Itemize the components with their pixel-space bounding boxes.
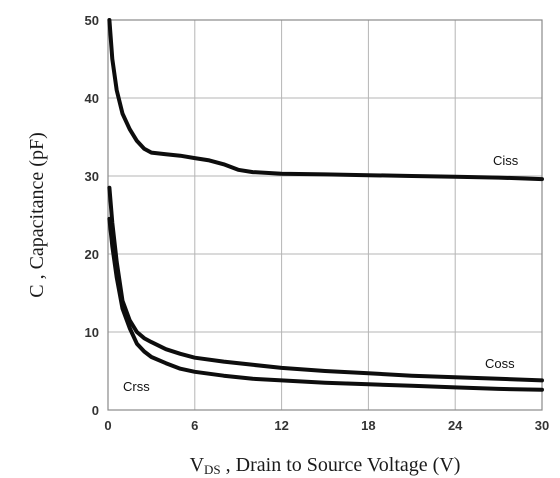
y-tick-labels: 0 10 20 30 40 50 (85, 13, 99, 418)
series-crss-line (107, 216, 544, 392)
crss-label: Crss (123, 379, 150, 394)
y-tick-label: 30 (85, 169, 99, 184)
y-tick-label: 20 (85, 247, 99, 262)
y-axis-label: C , Capacitance (pF) (26, 132, 48, 298)
plot-frame (107, 19, 543, 411)
x-tick-label: 30 (535, 418, 549, 433)
coss-label: Coss (485, 356, 515, 371)
x-tick-labels: 0 6 12 18 24 30 (104, 418, 549, 433)
x-axis-label-main: V (190, 454, 205, 476)
y-tick-label: 50 (85, 13, 99, 28)
x-axis-label-rest: , Drain to Source Voltage (V) (221, 454, 461, 476)
ciss-label: Ciss (493, 153, 519, 168)
series-lines (107, 18, 544, 392)
series-ciss-line (107, 18, 544, 182)
y-tick-label: 40 (85, 91, 99, 106)
x-axis-label-subscript: DS (204, 462, 221, 477)
x-axis-label: VDS , Drain to Source Voltage (V) (190, 454, 461, 477)
y-tick-label: 10 (85, 325, 99, 340)
y-tick-label: 0 (92, 403, 99, 418)
series-coss-line (107, 185, 544, 383)
x-tick-label: 6 (191, 418, 198, 433)
x-tick-label: 12 (274, 418, 288, 433)
x-tick-label: 24 (448, 418, 463, 433)
x-tick-label: 0 (104, 418, 111, 433)
x-tick-label: 18 (361, 418, 375, 433)
